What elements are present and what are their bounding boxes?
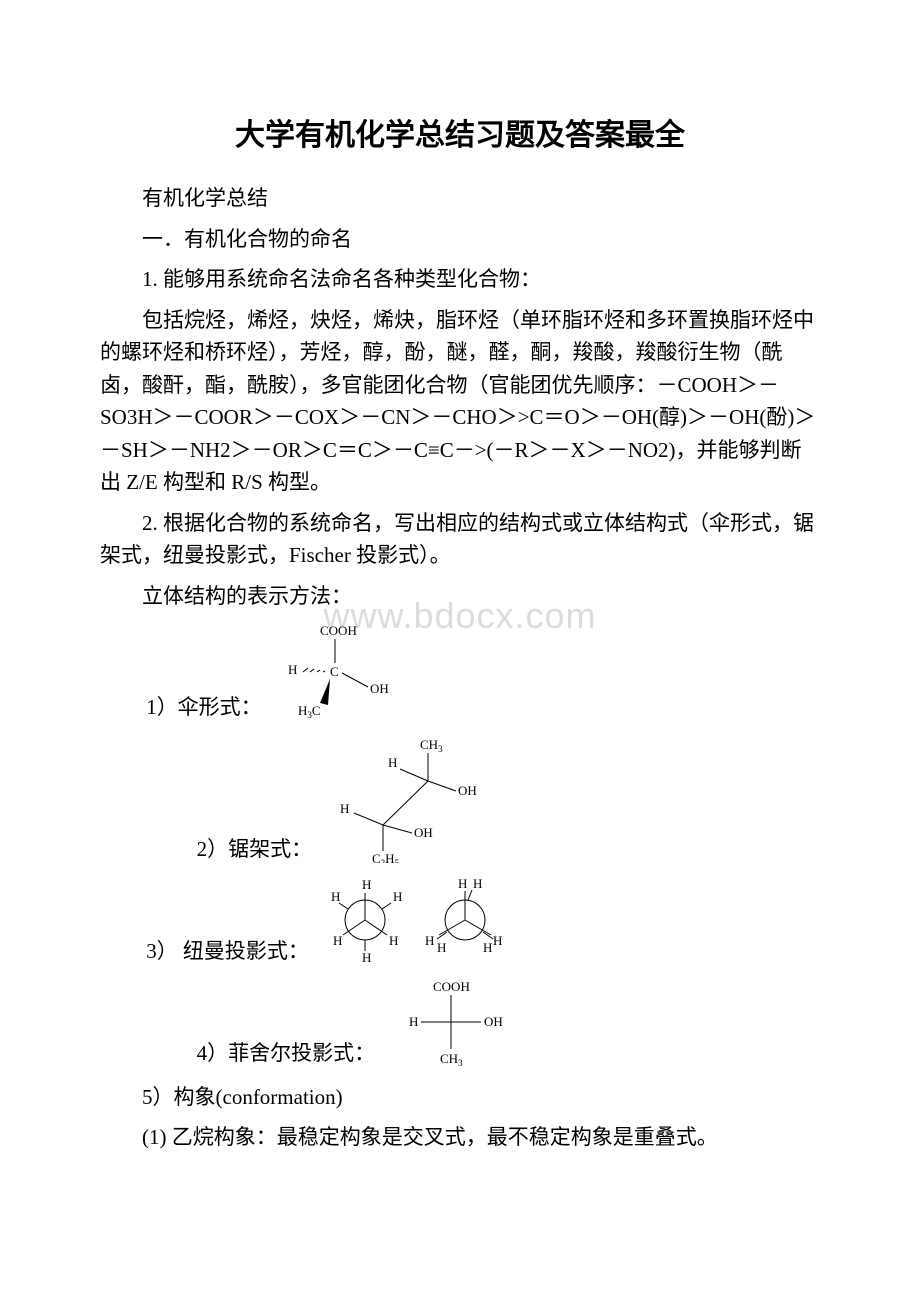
svg-text:CH3: CH3 [440, 1051, 463, 1067]
svg-text:H: H [388, 755, 397, 770]
svg-text:H3C: H3C [298, 703, 321, 720]
paragraph-intro: 有机化学总结 [100, 182, 820, 215]
svg-text:H: H [458, 876, 467, 891]
paragraph-priority: 包括烷烃，烯烃，炔烃，烯炔，脂环烃（单环脂环烃和多环置换脂环烃中的螺环烃和桥环烃… [100, 304, 820, 499]
svg-text:H: H [437, 940, 446, 955]
svg-text:H: H [425, 933, 434, 948]
svg-text:H: H [362, 877, 371, 892]
item-1: 1. 能够用系统命名法命名各种类型化合物： [100, 263, 820, 296]
page-title: 大学有机化学总结习题及答案最全 [100, 110, 820, 154]
svg-text:H: H [473, 876, 482, 891]
svg-text:H: H [483, 940, 492, 955]
svg-text:H: H [409, 1014, 418, 1029]
svg-text:CH3: CH3 [420, 737, 443, 754]
svg-text:OH: OH [484, 1014, 503, 1029]
svg-text:H: H [340, 801, 349, 816]
item-5-1: (1) 乙烷构象：最稳定构象是交叉式，最不稳定构象是重叠式。 [100, 1121, 820, 1154]
section-heading-1: 一．有机化合物的命名 [100, 223, 820, 256]
svg-text:H: H [362, 950, 371, 965]
label-fischer: 4）菲舍尔投影式： [197, 1037, 376, 1073]
svg-text:OH: OH [414, 825, 433, 840]
svg-text:H: H [331, 889, 340, 904]
svg-text:H: H [389, 933, 398, 948]
item-5: 5）构象(conformation) [100, 1081, 820, 1114]
svg-text:COOH: COOH [320, 623, 357, 638]
svg-text:H: H [333, 933, 342, 948]
svg-text:H: H [288, 662, 297, 677]
item-2: 2. 根据化合物的系统命名，写出相应的结构式或立体结构式（伞形式，锯架式，纽曼投… [100, 507, 820, 572]
label-sawhorse: 2）锯架式： [197, 833, 313, 869]
svg-text:H: H [493, 933, 502, 948]
diagram-sawhorse: CH3 OH H C2H5 H OH [318, 733, 498, 869]
svg-text:OH: OH [458, 783, 477, 798]
subheading-methods: 立体结构的表示方法： [100, 580, 820, 613]
svg-text:C: C [330, 664, 339, 679]
svg-text:H: H [393, 889, 402, 904]
svg-text:OH: OH [370, 681, 389, 696]
diagram-umbrella: C COOH OH H [268, 621, 408, 727]
label-newman: 3） 纽曼投影式： [146, 935, 309, 971]
diagram-fischer: COOH H OH CH3 [381, 977, 521, 1073]
diagram-newman: H H H H H H H H H [315, 875, 525, 971]
svg-text:C2H5: C2H5 [372, 851, 400, 863]
svg-text:COOH: COOH [433, 979, 470, 994]
label-umbrella: 1）伞形式： [146, 691, 262, 727]
